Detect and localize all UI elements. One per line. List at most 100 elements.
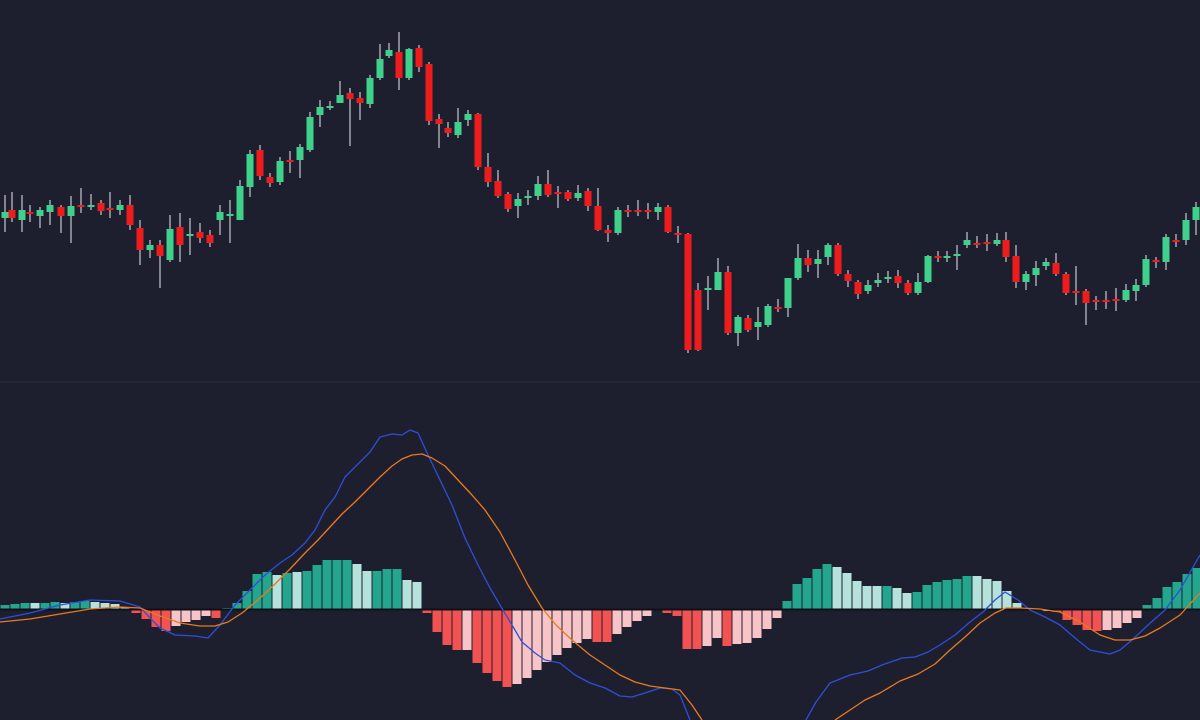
candle-body xyxy=(894,276,902,283)
candle-body xyxy=(126,205,134,225)
candle-up xyxy=(704,276,712,310)
candle-body xyxy=(146,245,154,250)
candle-up xyxy=(953,245,961,270)
candle-body xyxy=(754,322,762,327)
candle-up xyxy=(963,232,971,248)
candle-body xyxy=(176,227,184,245)
candle-body xyxy=(395,52,403,78)
candle-up xyxy=(1132,279,1140,301)
pane-divider[interactable] xyxy=(0,381,1200,383)
histogram-bar xyxy=(151,609,161,627)
histogram-bar xyxy=(1132,609,1142,618)
candle-body xyxy=(834,245,842,274)
candle-up xyxy=(296,144,304,178)
candle-body xyxy=(963,240,971,245)
candle-body xyxy=(494,181,502,196)
candle-body xyxy=(644,210,652,212)
histogram-bar xyxy=(272,575,282,609)
histogram-bar xyxy=(742,609,752,643)
histogram-bar xyxy=(1002,591,1012,609)
candle-body xyxy=(57,207,65,216)
candlestick-price-pane[interactable] xyxy=(0,0,1200,382)
candle-body xyxy=(196,232,204,238)
candle-down xyxy=(444,122,452,137)
candle-down xyxy=(176,213,184,262)
histogram-bar xyxy=(191,609,201,620)
candle-up xyxy=(864,280,872,294)
histogram-bar xyxy=(0,605,10,609)
candle-body xyxy=(26,212,34,214)
histogram-bar xyxy=(642,609,652,616)
candle-body xyxy=(524,196,532,198)
candle-down xyxy=(1102,291,1110,309)
candle-body xyxy=(804,258,812,265)
histogram-bar xyxy=(211,609,221,618)
candle-down xyxy=(1002,232,1010,262)
candle-up xyxy=(914,273,922,295)
histogram-bar xyxy=(201,609,211,616)
candle-body xyxy=(336,95,344,103)
histogram-bar xyxy=(692,609,702,649)
histogram-bar xyxy=(702,609,712,646)
candle-body xyxy=(484,167,492,182)
candle-up xyxy=(1,195,9,232)
signal-line xyxy=(834,592,1200,720)
candle-body xyxy=(1042,262,1050,266)
histogram-bar xyxy=(832,567,842,609)
candlestick-plot xyxy=(1,32,1200,353)
candle-down xyxy=(894,270,902,288)
histogram-bar xyxy=(472,609,482,663)
candle-body xyxy=(1102,300,1110,302)
histogram-bar xyxy=(732,609,742,644)
candle-down xyxy=(973,236,981,248)
candle-body xyxy=(574,193,582,198)
histogram-bar xyxy=(972,576,982,609)
histogram-bar xyxy=(1122,609,1132,623)
candle-body xyxy=(864,285,872,291)
candle-down xyxy=(594,188,602,231)
histogram-bar xyxy=(90,602,100,609)
candle-body xyxy=(664,207,672,232)
histogram-bar xyxy=(712,609,722,638)
histogram-bar xyxy=(1172,582,1182,609)
candle-body xyxy=(435,119,443,124)
histogram-bar xyxy=(60,603,70,609)
histogram-bar xyxy=(792,584,802,609)
candle-body xyxy=(784,278,792,308)
histogram-bar xyxy=(532,609,542,670)
candle-body xyxy=(973,243,981,245)
candle-up xyxy=(1032,261,1040,286)
candle-body xyxy=(554,192,562,194)
candle-body xyxy=(18,210,26,220)
candle-up xyxy=(116,200,124,215)
candle-body xyxy=(385,50,393,56)
candle-up xyxy=(514,193,522,218)
histogram-bar xyxy=(362,571,372,609)
candle-up xyxy=(814,250,822,278)
histogram-bar xyxy=(622,609,632,627)
candle-body xyxy=(604,230,612,233)
candle-body xyxy=(425,64,433,121)
candle-up xyxy=(1192,202,1200,235)
histogram-bar xyxy=(892,588,902,609)
candle-down xyxy=(415,45,423,72)
candle-up xyxy=(654,203,662,220)
candle-body xyxy=(764,306,772,325)
histogram-bar xyxy=(912,592,922,609)
candle-body xyxy=(943,256,951,258)
candle-down xyxy=(356,92,364,120)
candle-body xyxy=(106,208,114,210)
histogram-bar xyxy=(542,609,552,662)
candle-body xyxy=(1062,274,1070,293)
candle-body xyxy=(934,256,942,258)
candle-body xyxy=(544,184,552,195)
histogram-bar xyxy=(902,593,912,609)
histogram-bar xyxy=(232,603,242,609)
candle-body xyxy=(794,258,802,278)
histogram-bar xyxy=(392,569,402,609)
candle-up xyxy=(306,112,314,152)
macd-indicator-pane[interactable] xyxy=(0,382,1200,720)
candle-down xyxy=(1052,253,1060,276)
candle-body xyxy=(77,205,85,207)
